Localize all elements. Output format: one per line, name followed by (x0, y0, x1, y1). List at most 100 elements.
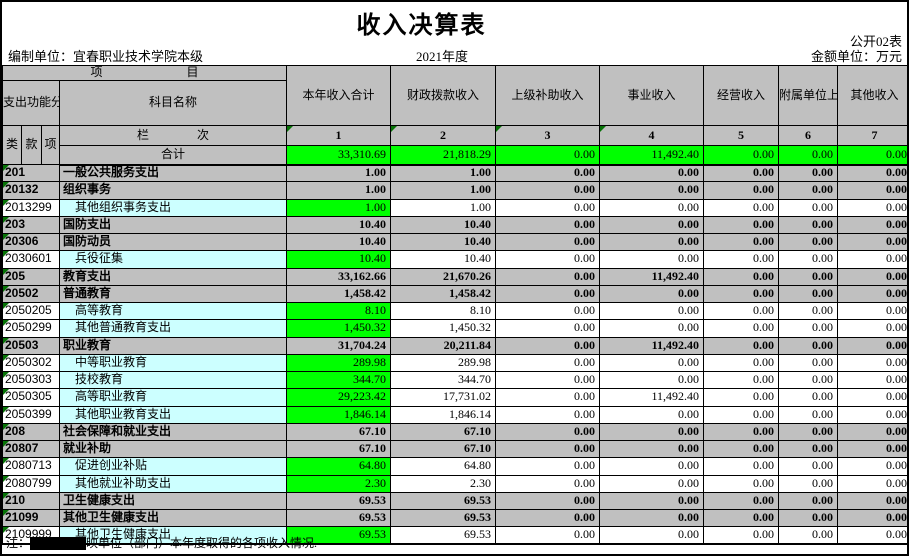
row-value-cell: 0.00 (599, 491, 705, 511)
row-value-cell: 0.00 (703, 336, 780, 355)
subject-name-header-cell: 科目名称 (58, 80, 288, 126)
column-header: 附属单位上缴收入 (778, 65, 839, 126)
row-value-cell: 0.00 (837, 405, 907, 424)
column-header: 财政拨款收入 (390, 65, 497, 126)
row-value-cell: 67.10 (286, 439, 392, 459)
row-value-cell: 0.00 (703, 163, 780, 183)
row-value-cell: 10.40 (390, 215, 497, 235)
row-value-cell: 0.00 (778, 232, 839, 252)
row-value-cell: 64.80 (286, 457, 392, 476)
row-code-cell: 2050302 (2, 353, 60, 373)
row-value-cell: 0.00 (703, 353, 780, 373)
class-header-cell: 类 (2, 125, 22, 165)
row-name-cell: 兵役征集 (58, 250, 288, 269)
table-row: 208 社会保障和就业支出 67.10 67.10 0.00 0.00 0.00 0.00 0.… (2, 422, 907, 442)
row-value-cell: 0.00 (495, 319, 601, 338)
row-value-cell: 1,450.32 (390, 319, 497, 338)
column-number-cell: 1 (286, 125, 392, 146)
row-code-cell: 208 (2, 422, 60, 442)
row-value-cell: 0.00 (837, 439, 907, 459)
row-code-cell: 20807 (2, 439, 60, 459)
row-value-cell: 0.00 (703, 232, 780, 252)
row-value-cell: 0.00 (495, 422, 601, 442)
row-value-cell: 0.00 (495, 508, 601, 528)
table-row: 2030601 兵役征集 10.40 10.40 0.00 0.00 0.00 0.00 0.0… (2, 250, 907, 269)
total-value-cell: 11,492.40 (599, 145, 705, 166)
table-row: 2013299 其他组织事务支出 1.00 1.00 0.00 0.00 0.00 0.00 0… (2, 198, 907, 217)
row-value-cell: 289.98 (286, 353, 392, 373)
prepared-by-label: 编制单位：宜春职业技术学院本级 (8, 49, 204, 64)
row-value-cell: 0.00 (495, 405, 601, 424)
table-row: 201 一般公共服务支出 1.00 1.00 0.00 0.00 0.00 0.00 0.00 (2, 163, 907, 183)
table-row: 2080713 促进创业补贴 64.80 64.80 0.00 0.00 0.00 0.00 0… (2, 457, 907, 476)
meta-row: 编制单位：宜春职业技术学院本级 2021年度 金额单位：万元 (2, 46, 907, 64)
row-value-cell: 0.00 (599, 284, 705, 304)
table-row: 2050399 其他职业教育支出 1,846.14 1,846.14 0.00 0.00 0… (2, 405, 907, 424)
row-value-cell: 0.00 (495, 198, 601, 217)
row-value-cell: 0.00 (837, 422, 907, 442)
row-value-cell: 69.53 (390, 526, 497, 546)
row-value-cell: 0.00 (837, 181, 907, 200)
table-row: 205 教育支出 33,162.66 21,670.26 0.00 11,492.40 0.… (2, 267, 907, 286)
row-value-cell: 10.40 (390, 250, 497, 269)
row-value-cell: 1,846.14 (390, 405, 497, 424)
fiscal-year-label: 2021年度 (416, 49, 469, 64)
footnote: 注： 映单位（部门）本年度取得的各项收入情况. (6, 534, 317, 552)
row-value-cell: 0.00 (778, 284, 839, 304)
row-value-cell: 0.00 (599, 198, 705, 217)
row-value-cell: 0.00 (599, 215, 705, 235)
sheet-number-label: 公开02表 (849, 34, 902, 49)
row-value-cell: 67.10 (390, 422, 497, 442)
row-value-cell: 0.00 (599, 319, 705, 338)
row-code-cell: 20503 (2, 336, 60, 355)
row-value-cell: 8.10 (286, 301, 392, 321)
row-value-cell: 8.10 (390, 301, 497, 321)
row-value-cell: 0.00 (599, 232, 705, 252)
row-code-cell: 21099 (2, 508, 60, 528)
row-value-cell: 344.70 (286, 370, 392, 390)
item-header-cell: 项 (41, 125, 60, 165)
row-value-cell: 1.00 (390, 198, 497, 217)
footnote-text: 映单位（部门）本年度取得的各项收入情况. (86, 536, 318, 551)
table-row: 20502 普通教育 1,458.42 1,458.42 0.00 0.00 0.00 0.0… (2, 284, 907, 304)
row-value-cell: 0.00 (495, 301, 601, 321)
total-value-cell: 33,310.69 (286, 145, 392, 166)
row-value-cell: 1.00 (286, 163, 392, 183)
table-header: 项 目 本年收入合计 财政拨款收入 上级补助收入 事业收入 经营收入 附属单位上… (2, 65, 907, 166)
row-value-cell: 67.10 (286, 422, 392, 442)
row-name-cell: 其他卫生健康支出 (58, 526, 288, 546)
row-value-cell: 0.00 (778, 370, 839, 390)
row-name-cell: 一般公共服务支出 (58, 163, 288, 183)
total-value-cell: 0.00 (778, 145, 839, 166)
column-header: 经营收入 (703, 65, 780, 126)
row-value-cell: 69.53 (286, 491, 392, 511)
row-value-cell: 0.00 (495, 336, 601, 355)
table-row: 2109999 其他卫生健康支出 69.53 69.53 0.00 0.00 0.00 0.0… (2, 526, 907, 546)
row-value-cell: 0.00 (495, 215, 601, 235)
row-value-cell: 69.53 (390, 508, 497, 528)
total-value-cell: 0.00 (837, 145, 907, 166)
column-header: 其他收入 (837, 65, 907, 126)
row-value-cell: 0.00 (778, 336, 839, 355)
row-value-cell: 11,492.40 (599, 388, 705, 407)
row-name-cell: 高等教育 (58, 301, 288, 321)
row-value-cell: 0.00 (599, 163, 705, 183)
row-value-cell: 0.00 (703, 422, 780, 442)
row-value-cell: 2.30 (390, 474, 497, 493)
column-number-cell: 4 (599, 125, 705, 146)
row-value-cell: 0.00 (703, 198, 780, 217)
row-value-cell: 0.00 (495, 353, 601, 373)
row-name-cell: 组织事务 (58, 181, 288, 200)
row-value-cell: 0.00 (495, 370, 601, 390)
row-name-cell: 其他组织事务支出 (58, 198, 288, 217)
row-value-cell: 10.40 (286, 232, 392, 252)
row-value-cell: 0.00 (778, 215, 839, 235)
row-value-cell: 0.00 (495, 267, 601, 286)
row-value-cell: 0.00 (778, 491, 839, 511)
row-value-cell: 0.00 (837, 198, 907, 217)
row-value-cell: 20,211.84 (390, 336, 497, 355)
table-row: 210 卫生健康支出 69.53 69.53 0.00 0.00 0.00 0.00 0.00 (2, 491, 907, 511)
row-name-cell: 国防支出 (58, 215, 288, 235)
row-value-cell: 0.00 (837, 301, 907, 321)
row-value-cell: 0.00 (703, 370, 780, 390)
